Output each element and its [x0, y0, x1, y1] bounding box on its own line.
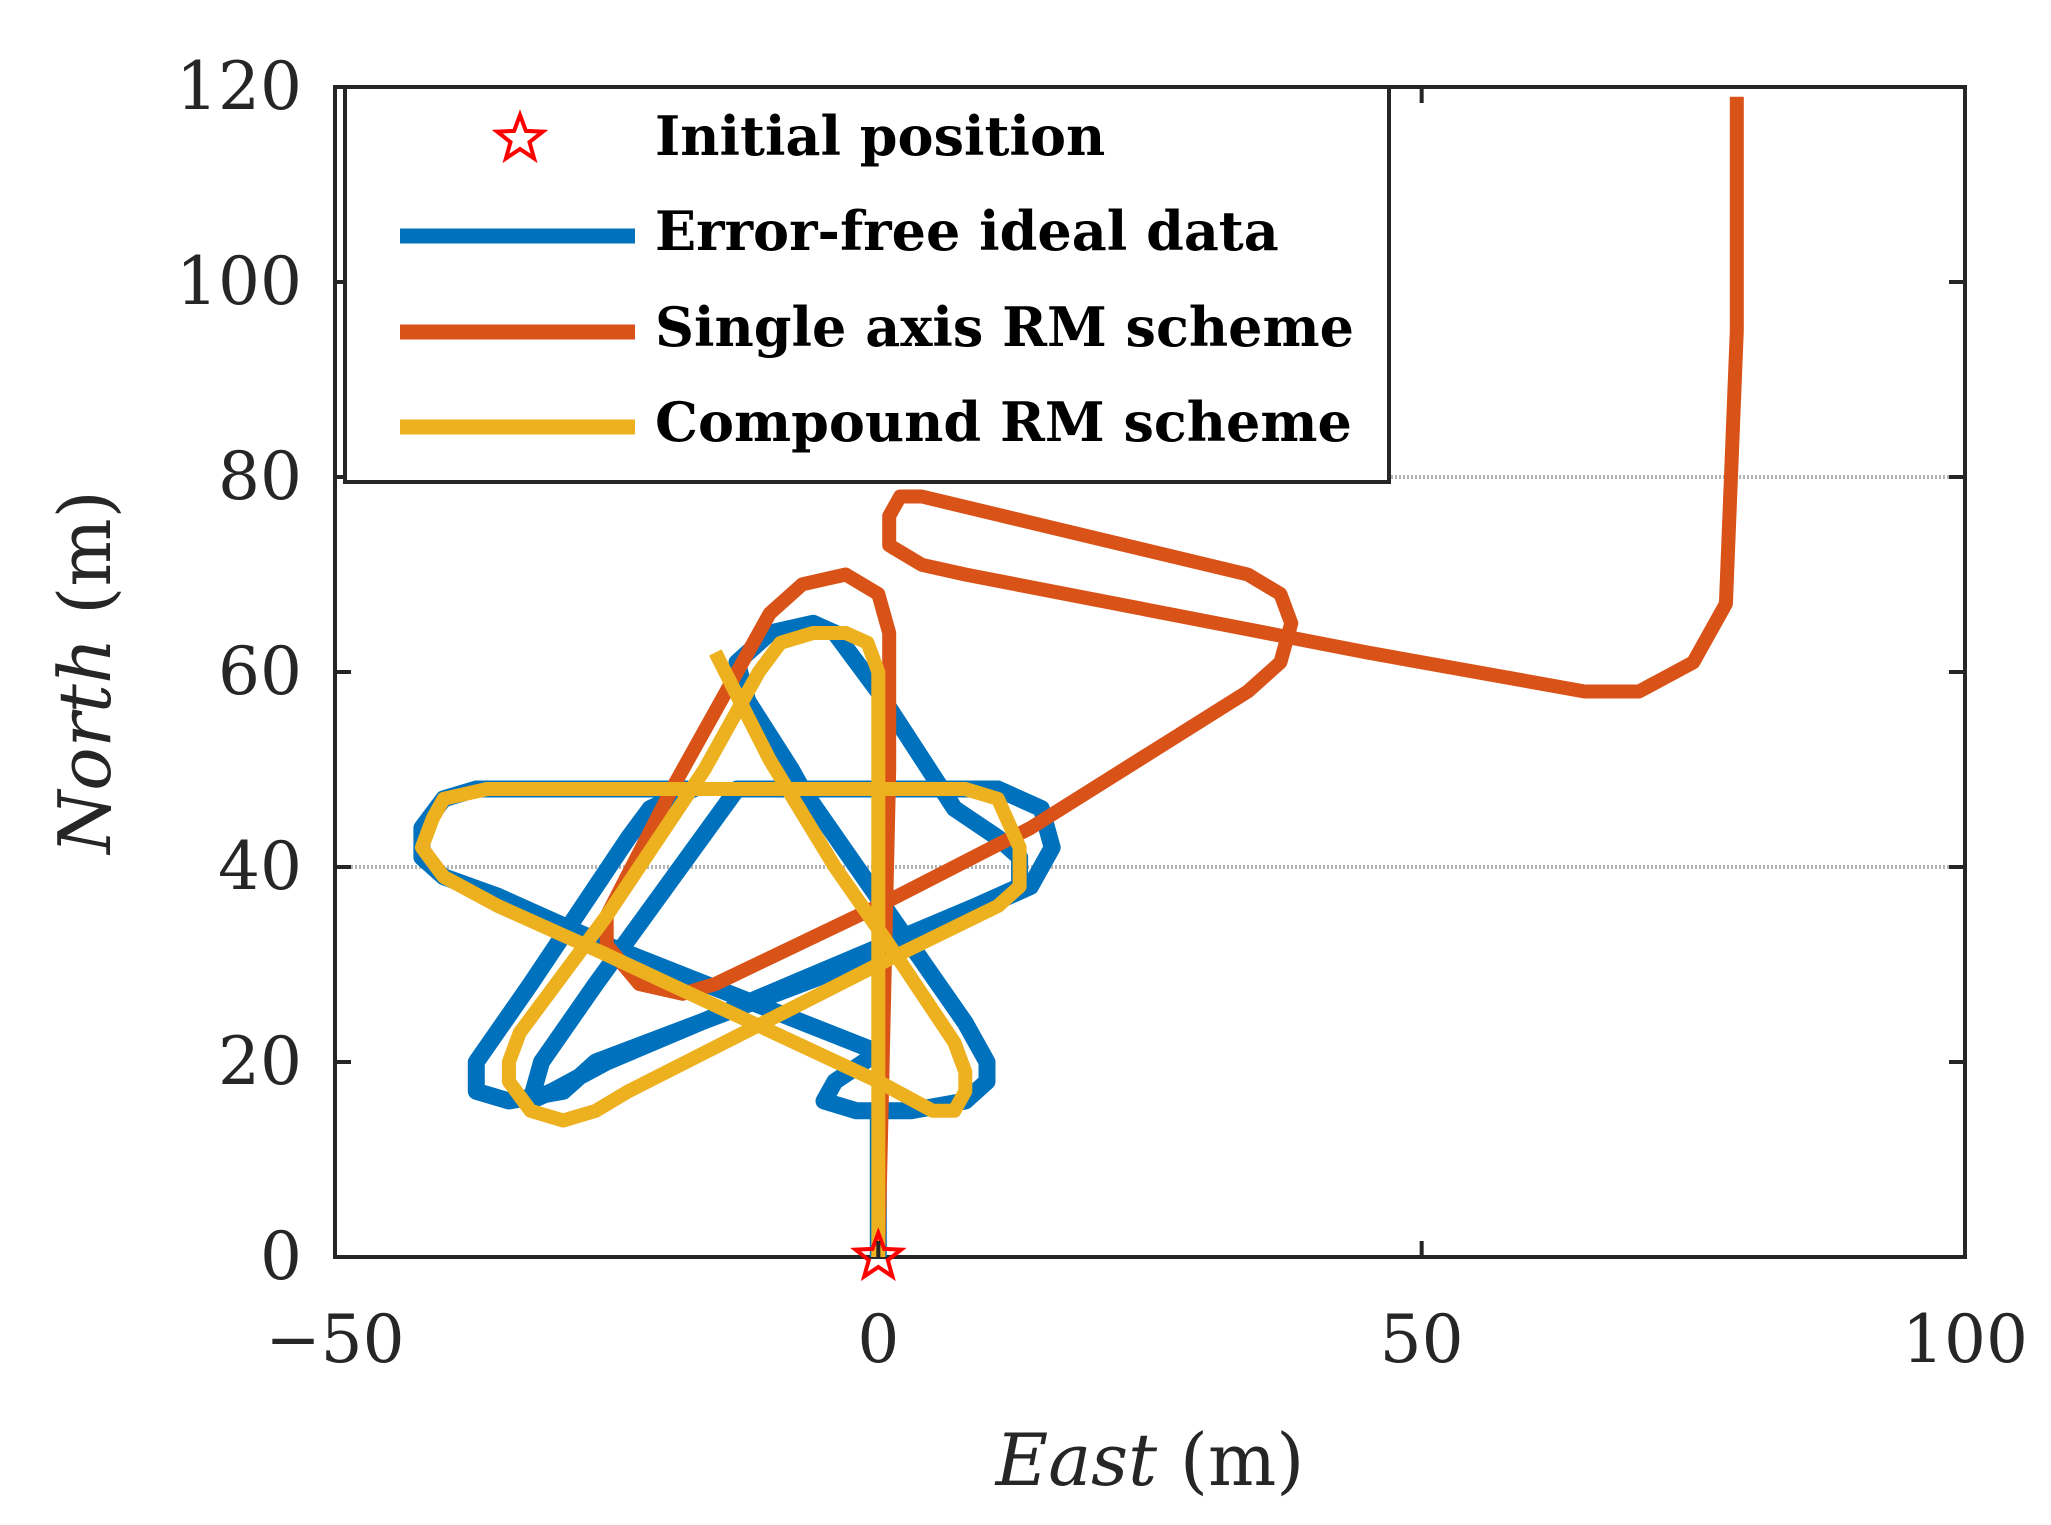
x-tick-label: 100	[1902, 1301, 2028, 1378]
legend-label-error-free: Error-free ideal data	[655, 199, 1279, 263]
grid-lines	[335, 475, 1965, 869]
series-layer	[413, 96, 1744, 1258]
legend-label-compound: Compound RM scheme	[655, 390, 1352, 454]
y-tick-label: 0	[260, 1218, 302, 1295]
x-tick-label: 0	[857, 1301, 899, 1378]
series-line-compound-rm-scheme	[414, 626, 1027, 1257]
x-axis-label: East (m)	[994, 1418, 1305, 1502]
x-tick-label: 50	[1380, 1301, 1464, 1378]
y-tick-label: 60	[218, 633, 302, 710]
legend: Initial position Error-free ideal data S…	[343, 85, 1391, 484]
x-tick-label: −50	[265, 1301, 404, 1378]
legend-box	[343, 85, 1391, 484]
y-tick-label: 20	[218, 1023, 302, 1100]
series-line-single-axis-rm-scheme	[599, 96, 1744, 1258]
y-tick-label: 40	[218, 828, 302, 905]
initial-position-marker	[850, 1227, 907, 1282]
legend-label-single-axis: Single axis RM scheme	[655, 295, 1354, 359]
legend-label-initial-position: Initial position	[655, 104, 1105, 168]
y-tick-label: 80	[218, 438, 302, 515]
legend-marker-initial-position	[491, 109, 549, 164]
y-tick-label: 120	[176, 48, 302, 125]
y-tick-label: 100	[176, 243, 302, 320]
y-axis-label: North (m)	[43, 490, 127, 855]
